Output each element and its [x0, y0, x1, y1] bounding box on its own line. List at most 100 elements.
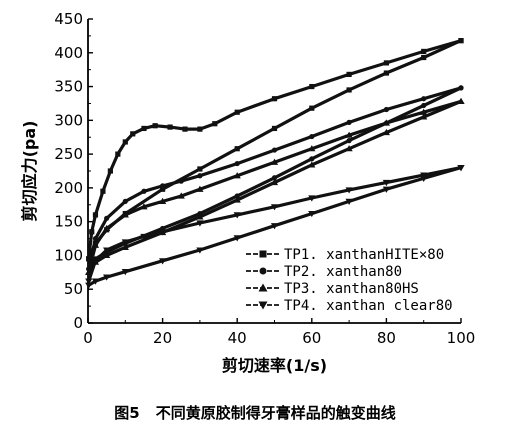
- legend-marker: [259, 250, 267, 258]
- data-point: [233, 172, 241, 179]
- y-tick-label: 400: [54, 44, 83, 62]
- data-point: [458, 85, 464, 91]
- data-point: [91, 241, 100, 248]
- data-point: [92, 235, 99, 242]
- data-point: [85, 278, 93, 285]
- data-point: [182, 126, 188, 132]
- y-tick-label: 450: [54, 10, 83, 28]
- data-point: [121, 211, 129, 218]
- data-point: [271, 147, 278, 153]
- y-axis-title: 剪切应力(pa): [20, 121, 39, 222]
- data-point: [308, 195, 316, 202]
- y-tick-label: 200: [54, 179, 83, 197]
- data-point: [103, 247, 111, 254]
- data-point: [420, 175, 428, 183]
- data-point: [91, 258, 100, 265]
- legend-marker: [258, 283, 268, 292]
- data-point: [234, 109, 240, 115]
- data-point: [270, 158, 279, 165]
- data-point: [104, 215, 110, 221]
- data-point: [271, 125, 278, 132]
- data-point: [457, 165, 465, 172]
- data-point: [177, 192, 185, 199]
- data-point: [382, 128, 390, 136]
- data-point: [103, 224, 111, 232]
- data-point: [383, 106, 389, 113]
- data-point: [346, 138, 352, 144]
- data-point: [458, 38, 464, 44]
- y-tick-label: 300: [54, 111, 83, 129]
- data-point: [234, 193, 240, 199]
- legend-marker: [259, 267, 267, 275]
- data-point: [271, 96, 278, 102]
- data-point: [91, 278, 100, 285]
- data-point: [86, 256, 92, 262]
- data-point: [196, 247, 204, 254]
- x-tick-label: 40: [228, 329, 247, 347]
- data-point: [421, 102, 427, 109]
- data-point: [382, 179, 390, 187]
- data-point: [309, 156, 315, 162]
- data-point: [420, 113, 428, 120]
- data-point: [140, 203, 148, 210]
- data-point: [382, 186, 390, 193]
- data-point: [345, 131, 353, 138]
- data-point: [122, 139, 128, 145]
- y-tick-label: 100: [54, 246, 83, 264]
- data-point: [234, 160, 240, 167]
- data-point: [346, 119, 352, 125]
- legend-label: TP4. xanthan clear80: [284, 298, 453, 314]
- data-point: [345, 145, 353, 152]
- data-point: [420, 172, 428, 179]
- data-point: [140, 233, 148, 241]
- data-point: [196, 185, 204, 192]
- y-tick-label: 50: [64, 280, 83, 298]
- data-point: [197, 173, 203, 179]
- chart: 0 50 100 150 200 250 300 350 400 450 0 20 40 60 80 100 剪…: [20, 10, 475, 375]
- data-point: [122, 198, 128, 204]
- data-point: [178, 178, 184, 184]
- data-point: [420, 108, 428, 115]
- data-point: [141, 125, 147, 132]
- series-line-up: [87, 166, 462, 282]
- data-point: [159, 229, 167, 236]
- data-point: [212, 121, 218, 127]
- data-point: [457, 97, 465, 105]
- legend-marker: [258, 301, 268, 310]
- data-point: [270, 223, 279, 230]
- y-tick-label: 150: [54, 213, 83, 231]
- data-point: [121, 239, 129, 246]
- series-4: [85, 165, 465, 289]
- data-point: [103, 251, 111, 259]
- data-point: [234, 146, 240, 152]
- data-point: [270, 178, 279, 186]
- data-point: [345, 187, 353, 194]
- x-axis-title: 剪切速率(1/s): [222, 356, 327, 375]
- data-point: [346, 71, 352, 77]
- data-point: [160, 183, 166, 189]
- figure-number: 图5: [114, 404, 140, 422]
- legend-label: TP3. xanthan80HS: [284, 281, 419, 297]
- x-tick-label: 0: [83, 329, 93, 347]
- data-point: [271, 175, 278, 181]
- data-point: [196, 220, 204, 227]
- data-point: [197, 126, 203, 132]
- data-point: [383, 70, 389, 76]
- data-point: [141, 188, 147, 194]
- data-point: [308, 210, 316, 218]
- data-point: [152, 123, 158, 129]
- data-point: [85, 282, 93, 289]
- legend-label: TP2. xanthan80: [284, 264, 402, 280]
- data-point: [197, 166, 203, 172]
- figure-caption: 图5 不同黄原胶制得牙膏样品的触变曲线: [0, 402, 510, 423]
- y-tick-label: 0: [73, 314, 83, 332]
- data-point: [92, 212, 99, 218]
- y-tick-label: 350: [54, 78, 83, 96]
- data-point: [130, 131, 136, 137]
- figure-caption-text: 不同黄原胶制得牙膏样品的触变曲线: [155, 404, 396, 422]
- data-point: [383, 60, 389, 66]
- data-point: [107, 168, 113, 174]
- data-point: [160, 186, 166, 192]
- data-point: [308, 161, 316, 168]
- data-point: [270, 204, 279, 211]
